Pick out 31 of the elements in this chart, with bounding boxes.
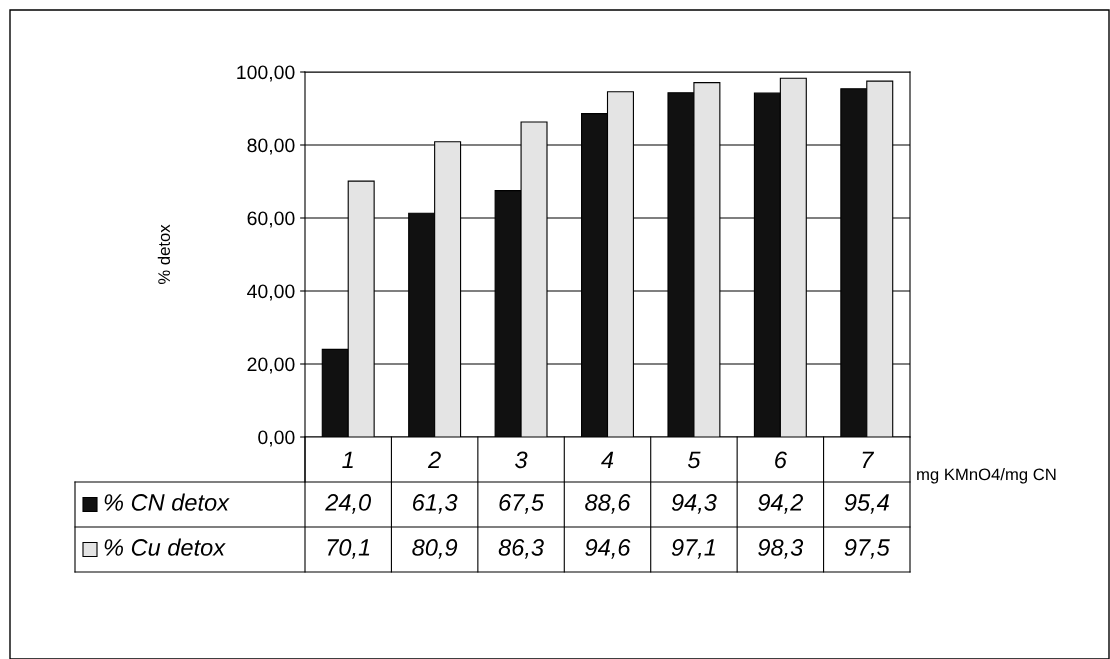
data-label: 98,3 <box>758 539 804 559</box>
data-label: 95,4 <box>844 494 889 514</box>
data-label: 24,0 <box>325 494 371 514</box>
legend-label: % Cu detox <box>104 538 226 556</box>
x-tick-label: 3 <box>515 451 528 469</box>
y-tick-label: 80,00 <box>247 138 295 155</box>
y-tick-label: 60,00 <box>247 211 295 228</box>
data-label: 94,6 <box>585 539 631 559</box>
data-label: 70,1 <box>327 539 370 559</box>
x-axis-title: mg KMnO4/mg CN <box>917 468 1056 484</box>
y-tick-label: 40,00 <box>247 284 295 301</box>
x-tick-label: 4 <box>601 451 614 468</box>
data-label: 80,9 <box>412 539 458 559</box>
y-tick-label: 0,00 <box>258 430 295 447</box>
data-label: 88,6 <box>585 494 631 514</box>
data-label: 97,5 <box>844 539 890 559</box>
data-label: 67,5 <box>499 494 545 514</box>
data-label: 97,1 <box>671 539 715 559</box>
x-tick-label: 6 <box>775 451 787 469</box>
data-label: 86,3 <box>498 539 544 559</box>
legend-label: % CN detox <box>104 493 230 511</box>
x-tick-label: 5 <box>687 451 701 469</box>
x-tick-label: 7 <box>862 451 875 468</box>
data-label: 61,3 <box>412 494 458 514</box>
x-tick-label: 1 <box>342 451 353 468</box>
y-tick-label: 100,00 <box>237 65 295 82</box>
y-tick-label: 20,00 <box>247 357 295 374</box>
data-label: 94,3 <box>671 494 717 514</box>
y-axis-title: % detox <box>157 224 171 285</box>
data-label: 94,2 <box>758 494 803 514</box>
x-tick-label: 2 <box>427 451 441 468</box>
